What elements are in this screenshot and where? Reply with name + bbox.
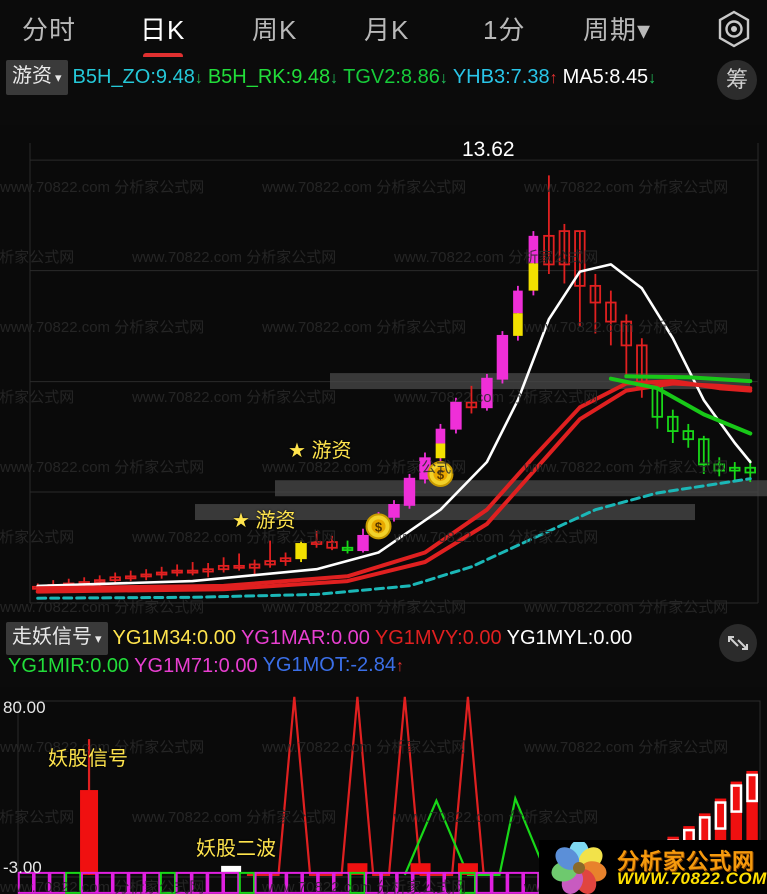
hotmoney-signal-label: ★ 游资 bbox=[232, 510, 296, 532]
tab-daily[interactable]: 日K bbox=[140, 10, 185, 59]
indicator-value-tgv2: TGV2:8.86↓ bbox=[343, 65, 448, 88]
indicator-value-yg1mir: YG1MIR:0.00 bbox=[8, 654, 130, 677]
indicator-value-yg1m34: YG1M34:0.00 bbox=[112, 627, 236, 649]
indicator-value-yhb3: YHB3:7.38↑ bbox=[452, 65, 558, 88]
indicator-value-b5h-zo: B5H_ZO:9.48↓ bbox=[72, 65, 203, 88]
tab-one-minute[interactable]: 1分 bbox=[483, 15, 526, 45]
indicator-value-yg1m71: YG1M71:0.00 bbox=[134, 654, 258, 677]
candlestick-plot: $$ bbox=[29, 143, 767, 604]
svg-text:$: $ bbox=[437, 467, 445, 482]
tab-weekly[interactable]: 周K bbox=[252, 15, 298, 45]
indicator-value-yg1myl: YG1MYL:0.00 bbox=[506, 627, 633, 649]
flower-logo-icon bbox=[551, 842, 607, 894]
sub-indicator-name[interactable]: 走妖信号 ▾ bbox=[6, 622, 108, 655]
demon-stock-signal-label: 妖股信号 bbox=[48, 748, 128, 770]
logo-cn-text: 分析家公式网 bbox=[617, 849, 756, 874]
tab-monthly[interactable]: 月K bbox=[364, 15, 410, 45]
svg-text:$: $ bbox=[375, 519, 383, 534]
expand-panel-button[interactable] bbox=[719, 624, 757, 662]
indicator-value-yg1mot: YG1MOT:-2.84↑ bbox=[262, 654, 404, 676]
price-chart-pane[interactable]: $ $ 13.62 ★ 游资 ★ 游资 bbox=[0, 125, 767, 620]
indicator-value-yg1mar: YG1MAR:0.00 bbox=[240, 627, 370, 649]
tab-period-dropdown[interactable]: 周期▾ bbox=[583, 15, 652, 45]
demon-stock-second-wave-label: 妖股二波 bbox=[196, 838, 276, 860]
active-tab-underline bbox=[142, 53, 183, 59]
sub-indicator-header: 走妖信号 ▾ YG1M34:0.00 YG1MAR:0.00 YG1MVY:0.00 YG… bbox=[0, 620, 767, 687]
site-logo: 分析家公式网 WWW.70822.COM bbox=[539, 840, 767, 894]
main-indicator-header: 游资 ▾ B5H_ZO:9.48↓ B5H_RK:9.48↓ TGV2:8.86↓ YHB… bbox=[0, 57, 767, 125]
indicator-value-ma5: MA5:8.45↓ bbox=[562, 65, 657, 88]
peak-price-label: 13.62 bbox=[462, 138, 515, 161]
hotmoney-signal-label: ★ 游资 bbox=[288, 440, 352, 462]
indicator-value-yg1mvy: YG1MVY:0.00 bbox=[374, 627, 502, 649]
logo-url-text: WWW.70822.COM bbox=[617, 869, 767, 888]
sub-axis-label-top: 80.00 bbox=[3, 698, 46, 717]
indicator-value-b5h-rk: B5H_RK:9.48↓ bbox=[207, 65, 339, 88]
sub-indicator-pane[interactable]: 80.00 -3.00 妖股信号 妖股二波 bbox=[0, 687, 767, 894]
chip-distribution-button[interactable]: 筹 bbox=[717, 60, 757, 100]
hexagon-target-icon bbox=[718, 10, 750, 48]
settings-hexagon-icon[interactable] bbox=[713, 8, 755, 50]
expand-arrows-icon bbox=[728, 636, 748, 650]
sub-axis-label-bottom: -3.00 bbox=[3, 858, 42, 877]
main-indicator-name[interactable]: 游资 ▾ bbox=[6, 60, 68, 95]
period-tab-bar: 分时 日K 周K 月K 1分 周期▾ bbox=[0, 0, 767, 59]
tab-minute[interactable]: 分时 bbox=[22, 15, 77, 45]
